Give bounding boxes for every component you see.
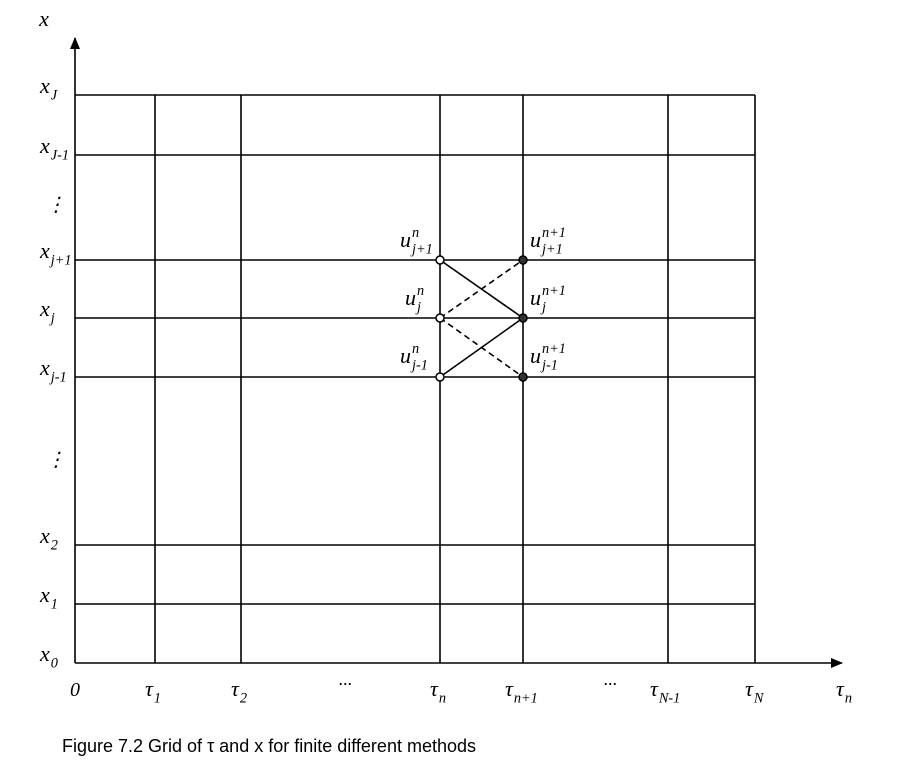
stencil bbox=[435, 255, 528, 382]
origin-label: 0 bbox=[70, 679, 80, 701]
row-label-sub: 0 bbox=[51, 656, 58, 672]
column-label-base: τ bbox=[430, 676, 439, 701]
column-label-sub: N bbox=[753, 691, 765, 707]
node-label-sub: j bbox=[540, 300, 546, 316]
node-label-sub: j+1 bbox=[410, 242, 433, 258]
horizontal-axis-label-sub: n bbox=[845, 691, 852, 707]
node-label-sup: n+1 bbox=[542, 225, 566, 241]
row-label-base: x bbox=[39, 582, 50, 607]
node-label-base: u bbox=[400, 227, 411, 252]
caption: Figure 7.2 Grid of τ and x for finite di… bbox=[62, 736, 476, 756]
node-label-sub: j-1 bbox=[540, 358, 558, 374]
node-label-base: u bbox=[530, 285, 541, 310]
node-label-base: u bbox=[405, 285, 416, 310]
row-label-sub: 2 bbox=[51, 538, 58, 554]
node-label-base: u bbox=[530, 227, 541, 252]
node-label-sub: j-1 bbox=[410, 358, 428, 374]
row-label-sub: j-1 bbox=[49, 370, 67, 386]
column-ellipsis: ··· bbox=[603, 674, 617, 694]
node-label-sup: n+1 bbox=[542, 283, 566, 299]
column-label-base: τ bbox=[650, 676, 659, 701]
node-label-sup: n bbox=[412, 341, 419, 357]
row-label-base: x bbox=[39, 641, 50, 666]
row-label-sub: j+1 bbox=[49, 253, 72, 269]
node-label-sup: n bbox=[412, 225, 419, 241]
vertical-axis-label: x bbox=[38, 6, 49, 31]
row-label-base: x bbox=[39, 523, 50, 548]
grid bbox=[75, 94, 756, 663]
column-label-base: τ bbox=[231, 676, 240, 701]
row-ellipsis: ⋮ bbox=[46, 449, 66, 471]
column-label-sub: n+1 bbox=[514, 691, 538, 707]
node-label-sub: j bbox=[415, 300, 421, 316]
row-label-sub: J-1 bbox=[51, 148, 69, 164]
row-label-base: x bbox=[39, 238, 50, 263]
column-label-sub: 1 bbox=[154, 691, 161, 707]
row-ellipsis: ⋮ bbox=[46, 194, 66, 216]
node-label-base: u bbox=[400, 343, 411, 368]
row-label-base: x bbox=[39, 296, 50, 321]
row-label-sub: j bbox=[49, 311, 55, 327]
row-label-sub: 1 bbox=[51, 597, 58, 613]
column-ellipsis: ··· bbox=[338, 674, 352, 694]
column-label-sub: 2 bbox=[240, 691, 247, 707]
node-label-base: u bbox=[530, 343, 541, 368]
column-label-base: τ bbox=[745, 676, 754, 701]
node-label-sup: n bbox=[417, 283, 424, 299]
row-label-base: x bbox=[39, 133, 50, 158]
horizontal-axis-label-base: τ bbox=[836, 676, 845, 701]
column-label-sub: N-1 bbox=[658, 691, 680, 707]
row-label-base: x bbox=[39, 73, 50, 98]
node-label-sub: j+1 bbox=[540, 242, 563, 258]
column-label-sub: n bbox=[439, 691, 446, 707]
column-label-base: τ bbox=[505, 676, 514, 701]
row-label-base: x bbox=[39, 355, 50, 380]
column-label-base: τ bbox=[145, 676, 154, 701]
node-label-sup: n+1 bbox=[542, 341, 566, 357]
row-label-sub: J bbox=[51, 88, 58, 104]
